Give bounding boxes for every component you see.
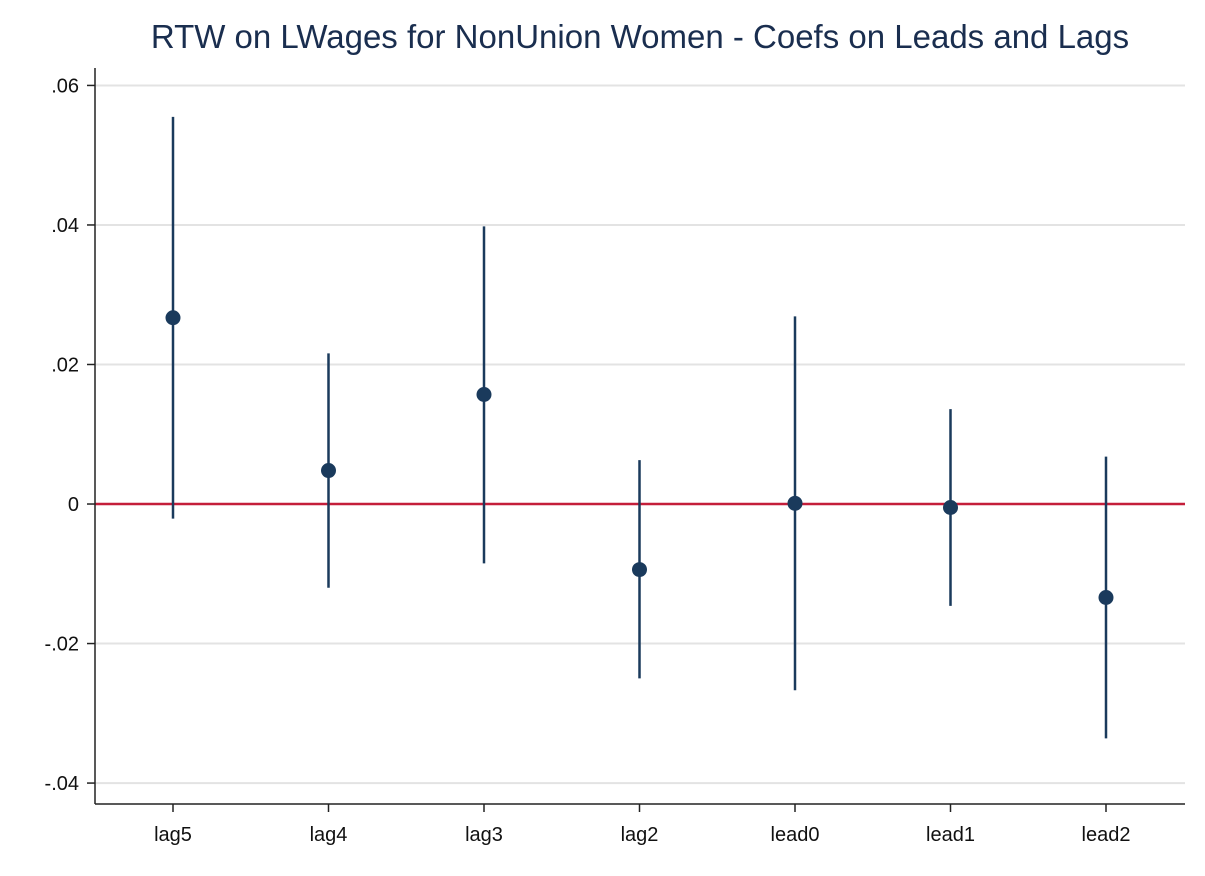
chart-title: RTW on LWages for NonUnion Women - Coefs… <box>150 18 1130 55</box>
point-estimate-lead2 <box>1098 590 1114 606</box>
point-estimate-lag3 <box>476 386 492 402</box>
grid-lines <box>95 84 1185 785</box>
axes: -.04 -.02 0 .02 .04 .06 lag5 lag4 lag3 lag2 lead0 l… <box>45 68 1185 846</box>
point-estimate-lead0 <box>787 495 803 511</box>
x-tick-label: lag3 <box>465 824 503 846</box>
x-tick-label: lead0 <box>771 824 820 846</box>
y-tick-label: .06 <box>51 75 79 97</box>
point-estimate-lag4 <box>321 463 336 479</box>
y-tick-label: -.04 <box>45 773 79 795</box>
x-tick-label: lag2 <box>621 824 659 846</box>
x-tick-label: lead1 <box>926 824 975 846</box>
x-tick-label: lag4 <box>310 824 348 846</box>
y-tick-label: .02 <box>51 354 79 376</box>
y-tick-label: .04 <box>51 215 79 237</box>
point-estimate-lead1 <box>943 500 958 516</box>
point-estimate-lag2 <box>632 562 647 578</box>
point-estimate-lag5 <box>165 310 181 326</box>
x-tick-label: lag5 <box>154 824 192 846</box>
y-tick-label: -.02 <box>45 634 79 656</box>
data-marks <box>165 116 1114 739</box>
y-tick-label: 0 <box>68 494 79 516</box>
x-tick-label: lead2 <box>1082 824 1131 846</box>
